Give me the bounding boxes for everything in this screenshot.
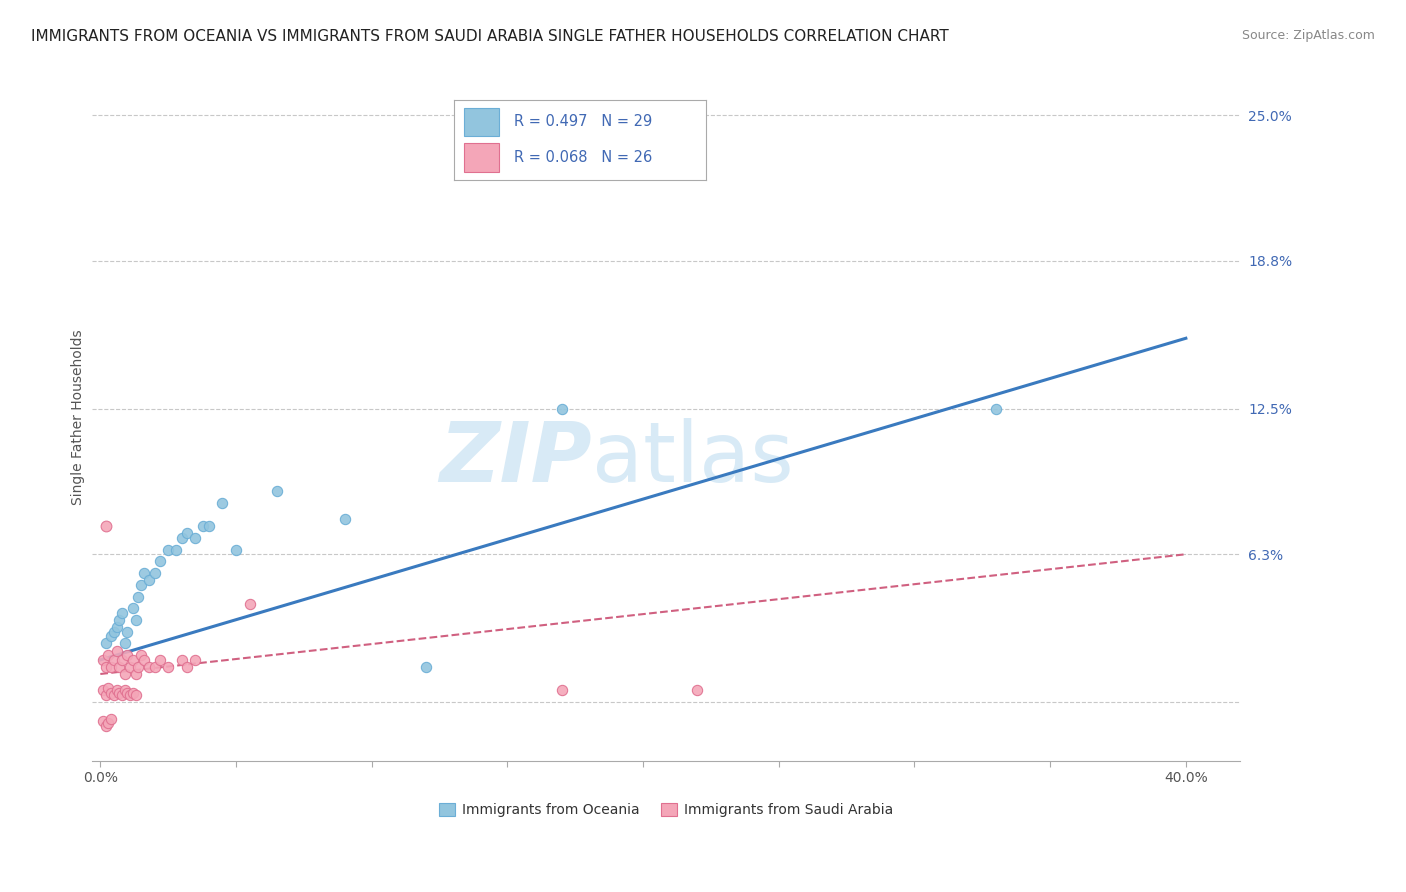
Point (97, 681, 120, 695)
Point (184, 531, 207, 545)
Point (193, 519, 215, 533)
Legend: Immigrants from Oceania, Immigrants from Saudi Arabia: Immigrants from Oceania, Immigrants from… (433, 797, 900, 822)
Point (94, 519, 117, 533)
Point (122, 601, 145, 615)
Point (94, 718, 117, 732)
Point (138, 660, 160, 674)
Point (114, 683, 136, 698)
Point (157, 660, 180, 674)
Point (170, 653, 193, 667)
Point (239, 597, 262, 611)
Point (105, 620, 128, 634)
Point (211, 495, 233, 509)
Point (225, 542, 247, 557)
Point (122, 686, 145, 700)
Point (415, 660, 437, 674)
Point (129, 648, 152, 663)
Point (176, 660, 198, 674)
Y-axis label: Single Father Households: Single Father Households (72, 329, 86, 505)
Point (120, 660, 142, 674)
Text: ZIP: ZIP (439, 417, 592, 499)
Point (143, 566, 166, 580)
Point (132, 566, 155, 580)
Point (550, 683, 572, 698)
Point (111, 606, 134, 620)
Point (124, 688, 146, 702)
Point (97, 648, 120, 663)
Text: atlas: atlas (592, 417, 793, 499)
Point (198, 519, 221, 533)
Point (138, 573, 160, 587)
Point (149, 653, 172, 667)
Point (120, 688, 142, 702)
Point (114, 667, 136, 681)
Point (129, 578, 152, 592)
Point (100, 686, 122, 700)
Point (170, 531, 193, 545)
Point (108, 686, 131, 700)
Point (105, 643, 128, 657)
Point (103, 653, 125, 667)
Point (94, 660, 117, 674)
Point (103, 688, 125, 702)
Point (333, 512, 356, 526)
Point (117, 624, 139, 639)
Point (111, 653, 134, 667)
Point (117, 648, 139, 663)
Point (94, 636, 117, 650)
Point (686, 683, 709, 698)
Point (100, 712, 122, 726)
Point (165, 542, 187, 557)
Point (117, 686, 139, 700)
Point (124, 667, 146, 681)
Point (100, 660, 122, 674)
Point (184, 653, 207, 667)
Point (105, 683, 128, 698)
Point (127, 590, 149, 604)
Point (157, 542, 180, 557)
Text: Source: ZipAtlas.com: Source: ZipAtlas.com (1241, 29, 1375, 43)
Point (97, 716, 120, 731)
Point (108, 613, 131, 627)
Point (127, 660, 149, 674)
Point (91, 683, 114, 698)
Point (266, 483, 288, 498)
Point (91, 653, 114, 667)
Point (143, 660, 166, 674)
Point (550, 401, 572, 416)
Point (108, 660, 131, 674)
Point (103, 624, 125, 639)
Point (122, 653, 145, 667)
Point (114, 636, 136, 650)
Point (176, 526, 198, 541)
Point (94, 688, 117, 702)
Point (111, 688, 134, 702)
Point (100, 629, 122, 643)
Point (149, 554, 172, 568)
Point (132, 653, 155, 667)
Point (124, 613, 146, 627)
Text: IMMIGRANTS FROM OCEANIA VS IMMIGRANTS FROM SAUDI ARABIA SINGLE FATHER HOUSEHOLDS: IMMIGRANTS FROM OCEANIA VS IMMIGRANTS FR… (31, 29, 949, 45)
Point (91, 714, 114, 728)
Point (984, 401, 1007, 416)
